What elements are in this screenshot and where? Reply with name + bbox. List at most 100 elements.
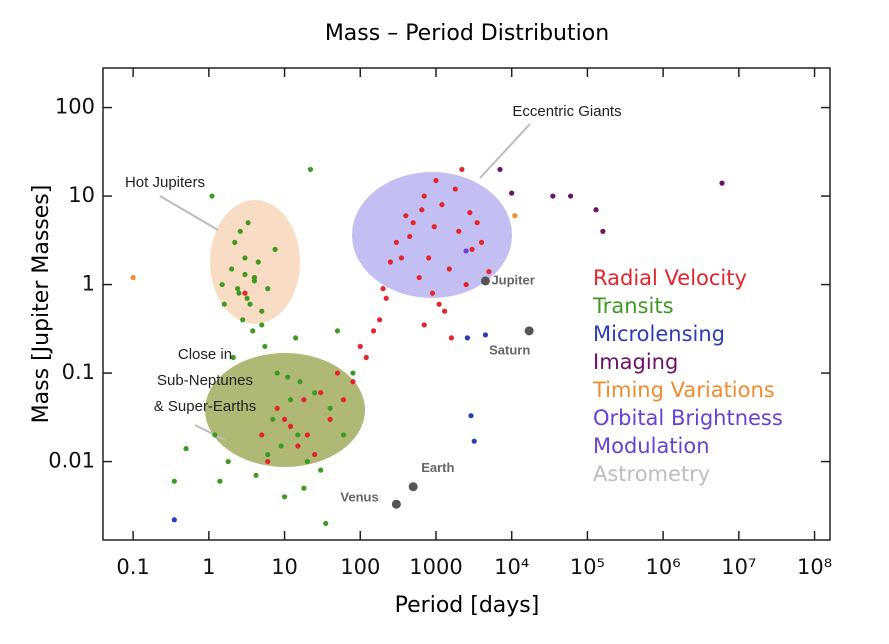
point [217,478,223,484]
point [334,370,341,376]
point [304,458,310,465]
point [287,397,294,403]
x-tick-label: 10⁴ [494,555,529,579]
legend-entry: Microlensing [593,322,725,346]
x-axis-label: Period [days] [395,593,540,618]
point [262,343,268,350]
point [274,370,280,376]
planet [480,276,490,286]
point [442,308,448,314]
y-tick-label: 1 [82,272,95,296]
point [278,443,284,449]
planet [408,482,418,492]
point [363,354,369,361]
point [421,322,427,328]
point [259,432,265,438]
point [398,255,405,261]
point [244,295,250,301]
point [225,458,231,465]
point [293,335,299,341]
point [209,193,215,199]
planet-label: Venus [340,490,378,505]
legend: Radial Velocity Transits Microlensing Imagi… [593,264,838,488]
point [600,228,606,234]
point [312,451,318,458]
planet [391,499,401,509]
legend-entry: Timing Variations [593,378,775,402]
point [301,397,307,403]
point [259,322,265,328]
point [550,193,556,199]
point [274,405,280,411]
planet-label: Earth [421,460,454,475]
point [463,248,469,254]
point [272,246,278,252]
point [285,374,291,380]
point [245,220,251,226]
legend-entry: Astrometry [593,462,711,486]
point [509,190,515,196]
point [456,228,462,234]
point [350,379,356,385]
planet-label: Saturn [489,342,530,357]
annotation: Hot Jupiters [125,174,205,191]
point [242,255,248,261]
point [253,472,259,478]
point [464,335,470,341]
point [183,446,189,452]
point [719,180,725,186]
point [416,274,422,281]
sub-neptune-region [205,353,365,467]
planet [524,326,534,336]
point [297,379,303,385]
x-tick-label: 0.1 [116,555,149,579]
regions [159,123,531,467]
x-tick-label: 1000 [409,555,462,579]
point [212,432,218,438]
plot-frame [102,67,831,541]
point [468,413,474,419]
y-axis-label: Mass [Jupiter Masses] [29,185,54,424]
point [433,177,439,184]
legend-entry: Imaging [593,350,679,374]
point [255,259,261,265]
point [383,295,389,301]
point [237,228,243,234]
point [459,166,465,173]
point [474,220,480,226]
point [403,213,409,219]
callout [194,424,226,441]
annotation: Eccentric Giants [512,103,621,120]
x-tick-label: 10⁶ [646,555,681,579]
y-tick-label: 0.1 [62,360,95,384]
legend-entry: Radial Velocity [593,266,747,290]
point [242,271,248,278]
point [421,193,427,199]
callout [479,123,531,179]
point [304,432,310,438]
point [334,328,341,334]
point [469,246,475,252]
chart-title: Mass – Period Distribution [325,21,609,46]
point [429,290,436,296]
point [235,286,241,292]
point [436,301,442,307]
planet-label: Jupiter [491,272,534,287]
point [247,301,253,307]
point [295,432,301,438]
point [340,432,347,438]
point [259,308,265,314]
point [419,207,425,213]
point [446,266,452,272]
point [376,317,383,323]
point [265,451,271,458]
legend-entry: Transits [593,294,674,318]
point [371,328,377,334]
point [130,274,136,281]
annotation: Close in [178,346,232,363]
point [250,328,256,334]
point [426,255,432,261]
callout [159,195,219,231]
x-tick-label: 10⁵ [570,555,605,579]
